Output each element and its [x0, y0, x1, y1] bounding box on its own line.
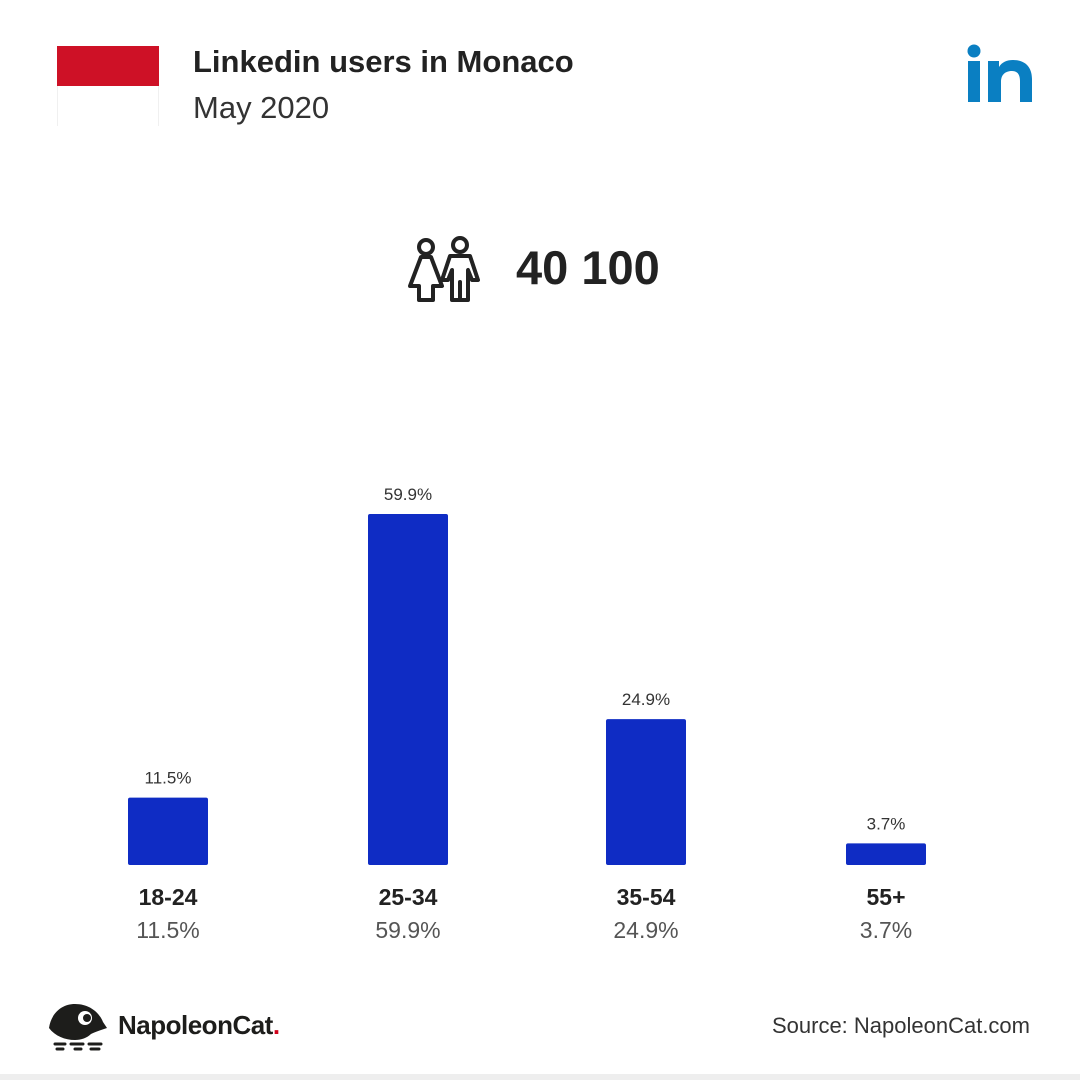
napoleoncat-logo-icon [49, 1004, 107, 1051]
bar-data-label: 24.9% [622, 690, 670, 709]
category-value: 59.9% [375, 917, 441, 943]
category-value: 11.5% [136, 917, 200, 943]
bar-55+ [846, 843, 926, 865]
bottom-strip [0, 1074, 1080, 1080]
brand-dot: . [272, 1010, 280, 1040]
source-text: Source: NapoleonCat.com [771, 1013, 1030, 1038]
category-value: 24.9% [613, 917, 679, 943]
category-label: 18-24 [138, 884, 198, 910]
category-label: 25-34 [378, 884, 438, 910]
page-subtitle: May 2020 [193, 90, 330, 125]
users-icon [408, 236, 480, 302]
linkedin-icon [967, 44, 1032, 102]
bar-18-24 [128, 797, 208, 865]
bar-data-label: 11.5% [145, 769, 192, 788]
brand-name: NapoleonCat [118, 1010, 273, 1040]
bar-data-label: 3.7% [867, 814, 906, 833]
monaco-flag [57, 46, 159, 126]
category-label: 35-54 [616, 884, 676, 910]
napoleoncat-brand: NapoleonCat. [118, 1010, 280, 1041]
total-users-value: 40 100 [516, 241, 660, 294]
bar-data-label: 59.9% [384, 485, 432, 504]
flag-red-stripe [57, 46, 159, 86]
category-value: 3.7% [859, 917, 913, 943]
age-distribution-bar-chart: 11.5% 59.9% 24.9% 3.7% [128, 485, 926, 865]
category-label: 55+ [866, 884, 906, 910]
bar-35-54 [606, 719, 686, 865]
page-title: Linkedin users in Monaco [193, 44, 574, 79]
bar-25-34 [368, 514, 448, 865]
flag-white-stripe [57, 86, 159, 126]
